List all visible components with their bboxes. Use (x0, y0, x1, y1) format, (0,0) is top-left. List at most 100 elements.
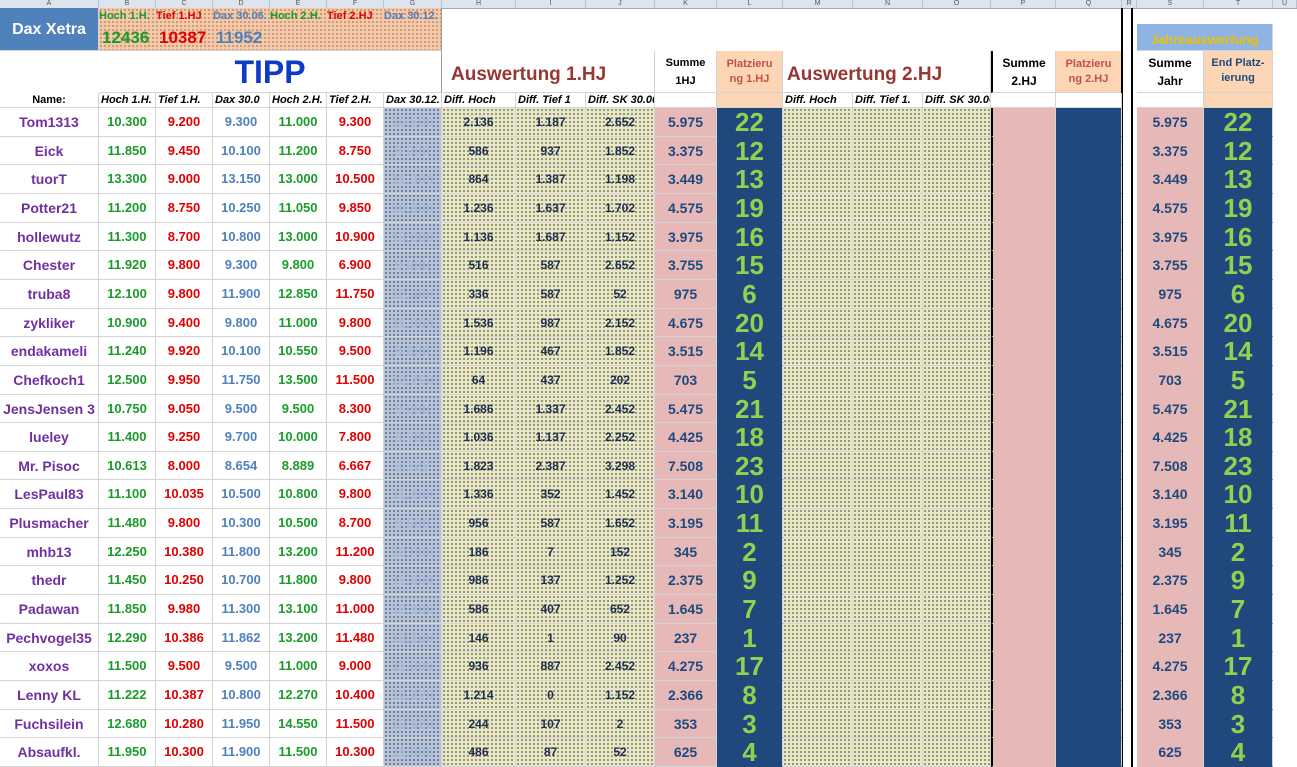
tipp-tief-2hj[interactable]: 9.850 (327, 193, 384, 223)
end-platzierung[interactable]: 13 (1204, 165, 1273, 194)
end-platzierung[interactable]: 1 (1204, 623, 1273, 653)
tipp-dax-3012[interactable]: 13.620 (384, 709, 442, 739)
diff-hoch[interactable]: 146 (442, 623, 516, 653)
diff2-sk[interactable] (923, 365, 991, 395)
summe-2hj[interactable] (991, 193, 1056, 223)
summe-jahr[interactable]: 4.425 (1137, 423, 1204, 452)
diff-tief[interactable]: 87 (516, 738, 586, 767)
diff2-sk[interactable] (923, 709, 991, 739)
end-platzierung[interactable]: 14 (1204, 337, 1273, 366)
summe-1hj[interactable]: 4.275 (655, 652, 717, 682)
platz-1hj[interactable]: 16 (717, 222, 783, 252)
tipp-dax-3006[interactable]: 10.800 (213, 681, 270, 710)
summe-jahr[interactable]: 5.475 (1137, 394, 1204, 424)
tipp-tief-1hj[interactable]: 9.920 (156, 337, 213, 366)
tipp-tief-1hj[interactable]: 9.250 (156, 423, 213, 452)
summe-1hj[interactable]: 353 (655, 709, 717, 739)
tipp-hoch-1hj[interactable]: 10.900 (99, 308, 156, 338)
summe-1hj[interactable]: 2.375 (655, 566, 717, 596)
platz-1hj[interactable]: 2 (717, 537, 783, 567)
diff2-hoch[interactable] (783, 279, 853, 309)
summe-2hj[interactable] (991, 709, 1056, 739)
summe-1hj[interactable]: 3.975 (655, 222, 717, 252)
column-letter[interactable]: A (0, 0, 99, 8)
diff2-hoch[interactable] (783, 595, 853, 624)
diff2-hoch[interactable] (783, 394, 853, 424)
tipp-tief-2hj[interactable]: 10.300 (327, 738, 384, 767)
summe-jahr[interactable]: 3.140 (1137, 480, 1204, 510)
tipp-dax-3006[interactable]: 11.750 (213, 365, 270, 395)
platz-2hj[interactable] (1056, 652, 1122, 682)
diff2-sk[interactable] (923, 337, 991, 366)
tipp-hoch-2hj[interactable]: 10.550 (270, 337, 327, 366)
end-platzierung[interactable]: 18 (1204, 423, 1273, 452)
tipp-tief-1hj[interactable]: 10.387 (156, 681, 213, 710)
summe-2hj[interactable] (991, 652, 1056, 682)
diff2-tief[interactable] (853, 623, 923, 653)
tipp-hoch-2hj[interactable]: 11.200 (270, 136, 327, 166)
diff2-tief[interactable] (853, 279, 923, 309)
column-letter[interactable]: C (156, 0, 213, 8)
summe-2hj[interactable] (991, 623, 1056, 653)
summe-1hj[interactable]: 4.575 (655, 193, 717, 223)
platz-2hj[interactable] (1056, 108, 1122, 137)
tipp-hoch-1hj[interactable]: 11.450 (99, 566, 156, 596)
tipp-hoch-1hj[interactable]: 12.500 (99, 365, 156, 395)
tipp-tief-2hj[interactable]: 6.667 (327, 451, 384, 481)
tipp-tief-1hj[interactable]: 9.800 (156, 251, 213, 280)
tipp-hoch-1hj[interactable]: 11.400 (99, 423, 156, 452)
diff2-sk[interactable] (923, 108, 991, 137)
tipp-hoch-2hj[interactable]: 10.800 (270, 480, 327, 510)
summe-1hj[interactable]: 3.195 (655, 509, 717, 538)
diff-sk[interactable]: 1.152 (586, 681, 655, 710)
diff-hoch[interactable]: 64 (442, 365, 516, 395)
diff2-hoch[interactable] (783, 509, 853, 538)
participant-name[interactable]: hollewutz (0, 222, 99, 252)
tipp-dax-3012[interactable]: 10.500 (384, 108, 442, 137)
top-value-2[interactable]: 10387 (159, 28, 207, 47)
tipp-dax-3012[interactable]: 9.600 (384, 136, 442, 166)
platz-1hj[interactable]: 12 (717, 136, 783, 166)
tipp-hoch-2hj[interactable]: 12.850 (270, 279, 327, 309)
diff2-sk[interactable] (923, 652, 991, 682)
diff-tief[interactable]: 1.387 (516, 165, 586, 194)
summe-1hj[interactable]: 2.366 (655, 681, 717, 710)
tipp-dax-3012[interactable]: 11.000 (384, 308, 442, 338)
tipp-dax-3012[interactable]: 13.100 (384, 623, 442, 653)
tipp-tief-1hj[interactable]: 10.035 (156, 480, 213, 510)
column-letter[interactable]: H (442, 0, 516, 8)
platz-2hj[interactable] (1056, 279, 1122, 309)
diff2-hoch[interactable] (783, 681, 853, 710)
diff-hoch[interactable]: 586 (442, 595, 516, 624)
tipp-hoch-1hj[interactable]: 11.200 (99, 193, 156, 223)
diff-sk[interactable]: 1.452 (586, 480, 655, 510)
diff-sk[interactable]: 2.452 (586, 652, 655, 682)
diff-hoch[interactable]: 2.136 (442, 108, 516, 137)
tipp-dax-3006[interactable]: 10.300 (213, 509, 270, 538)
platz-2hj[interactable] (1056, 681, 1122, 710)
tipp-tief-1hj[interactable]: 9.980 (156, 595, 213, 624)
diff2-sk[interactable] (923, 193, 991, 223)
tipp-dax-3012[interactable]: 11.200 (384, 480, 442, 510)
diff2-sk[interactable] (923, 308, 991, 338)
tipp-dax-3006[interactable]: 11.900 (213, 279, 270, 309)
summe-2hj[interactable] (991, 365, 1056, 395)
tipp-dax-3012[interactable]: 8.127 (384, 451, 442, 481)
diff-hoch[interactable]: 1.136 (442, 222, 516, 252)
summe-jahr[interactable]: 2.366 (1137, 681, 1204, 710)
top-label-3[interactable]: Dax 30.06. (213, 10, 267, 22)
tipp-dax-3006[interactable]: 11.950 (213, 709, 270, 739)
platz-1hj[interactable]: 23 (717, 451, 783, 481)
diff-tief[interactable]: 2.387 (516, 451, 586, 481)
column-letter[interactable]: E (270, 0, 327, 8)
top-value-3[interactable]: 11952 (216, 28, 263, 47)
diff-sk[interactable]: 2.652 (586, 251, 655, 280)
end-platzierung[interactable]: 22 (1204, 108, 1273, 137)
tipp-hoch-2hj[interactable]: 8.889 (270, 451, 327, 481)
diff2-tief[interactable] (853, 566, 923, 596)
platz-1hj[interactable]: 21 (717, 394, 783, 424)
diff-hoch[interactable]: 586 (442, 136, 516, 166)
platz-2hj[interactable] (1056, 480, 1122, 510)
diff2-tief[interactable] (853, 193, 923, 223)
diff-sk[interactable]: 1.652 (586, 509, 655, 538)
